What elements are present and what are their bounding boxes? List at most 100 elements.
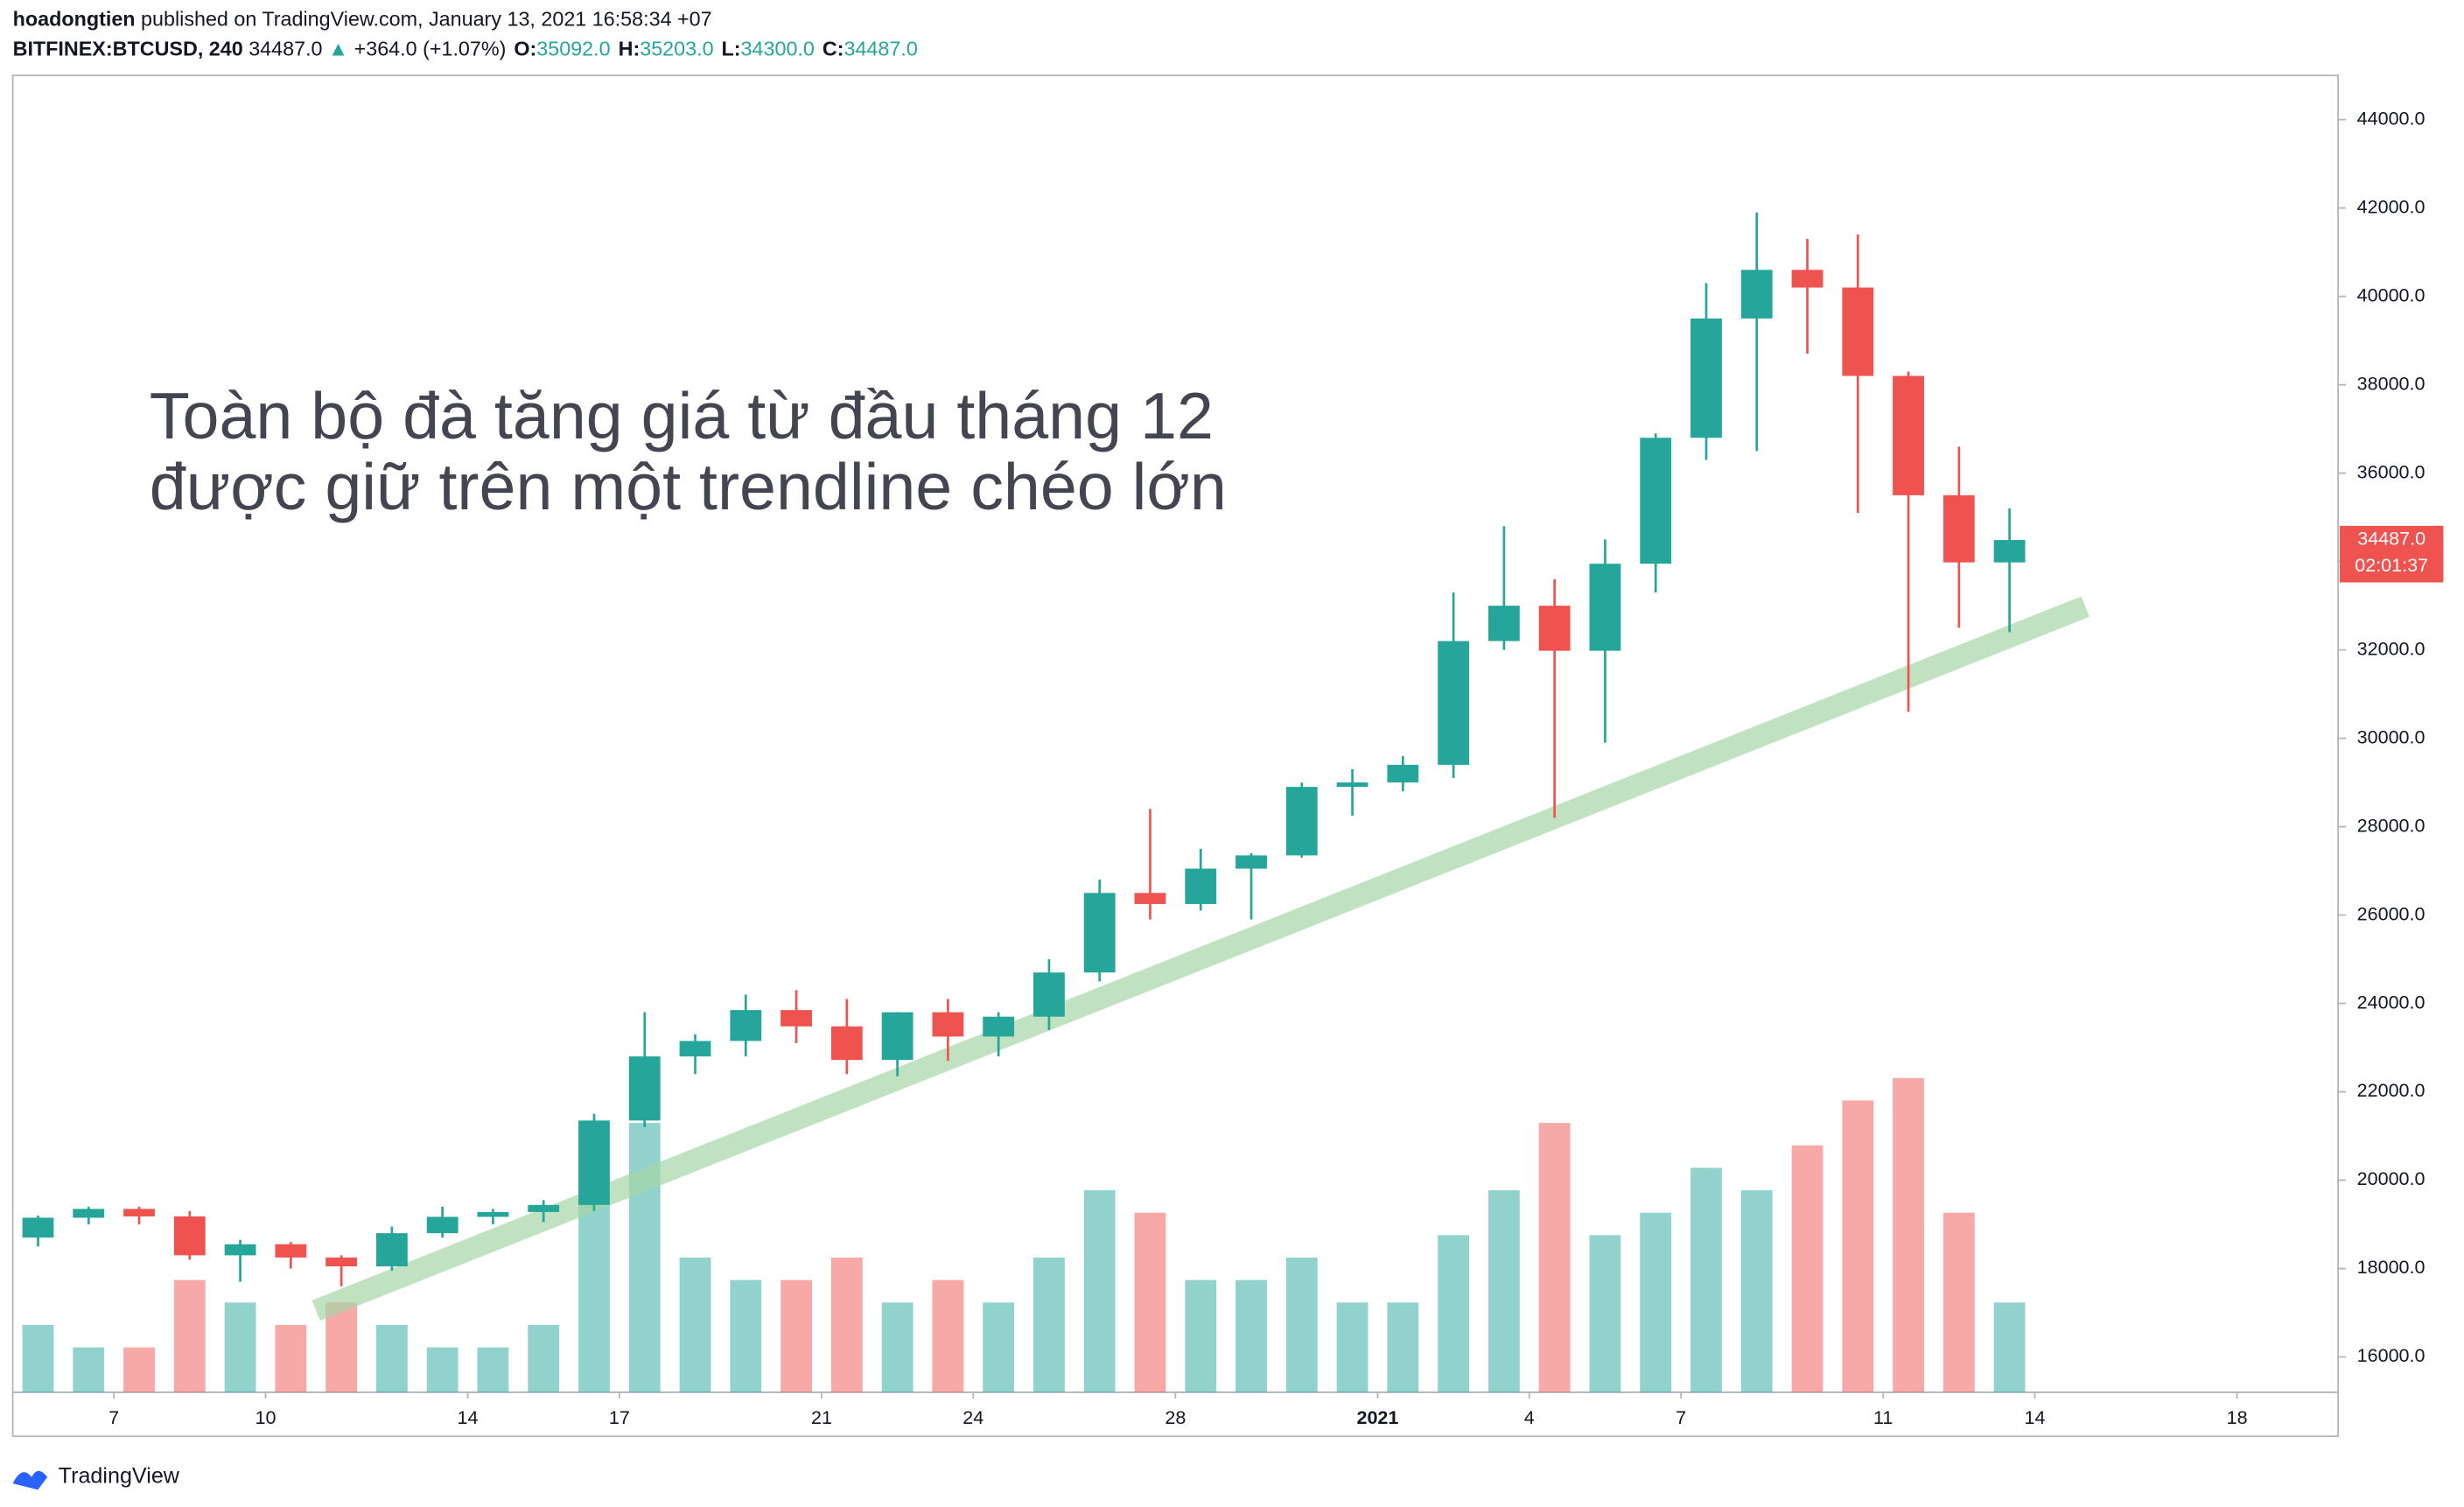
- last: 34487.0: [248, 38, 322, 60]
- volume-bar: [1488, 1190, 1520, 1392]
- volume-bar: [173, 1279, 206, 1392]
- volume-bar: [730, 1279, 762, 1392]
- candle-body: [173, 1216, 206, 1256]
- y-tick-label: 42000.0: [2357, 196, 2426, 217]
- candle-body: [22, 1217, 54, 1238]
- candle-body: [1236, 855, 1267, 869]
- volume-bar: [1993, 1302, 2026, 1392]
- footer: TradingView: [12, 1464, 180, 1490]
- candle-body: [780, 1010, 812, 1027]
- volume-bar: [578, 1190, 610, 1392]
- volume-bar: [375, 1324, 408, 1392]
- ohlc-value: 34300.0: [741, 38, 815, 60]
- candle-body: [1488, 606, 1520, 641]
- volume-bar: [881, 1302, 914, 1392]
- x-tick-label: 7: [108, 1407, 119, 1428]
- candle-body: [679, 1041, 711, 1057]
- x-tick-label: 2021: [1356, 1407, 1398, 1428]
- volume-bar: [830, 1258, 863, 1392]
- candle-body: [326, 1257, 358, 1267]
- ohlc-key: C:: [822, 38, 844, 60]
- trendline: [312, 596, 2090, 1321]
- x-tick-label: 21: [811, 1407, 832, 1428]
- volume-bar: [123, 1347, 155, 1392]
- volume-bar: [1185, 1279, 1217, 1392]
- candle-body: [275, 1244, 307, 1258]
- volume-bar: [275, 1324, 307, 1392]
- candle-body: [830, 1026, 863, 1061]
- x-tick-label: 7: [1676, 1407, 1686, 1428]
- logo: [12, 1470, 48, 1490]
- plot: 16000.0 18000.0 20000.0 22000.0 24000.0 26000…: [22, 108, 2444, 1428]
- y-tick-label: 18000.0: [2357, 1257, 2426, 1278]
- volume-bar: [679, 1258, 711, 1392]
- volume-bar: [983, 1302, 1015, 1392]
- volume-bar: [628, 1123, 661, 1392]
- candle-body: [477, 1211, 509, 1217]
- candle-body: [1185, 868, 1217, 904]
- symbol-line: BITFINEX:BTCUSD, 240 34487.0 ▲ +364.0 (+…: [13, 38, 918, 60]
- arrow: ▲: [328, 38, 348, 60]
- candle-body: [578, 1120, 610, 1205]
- candle-body: [375, 1233, 408, 1267]
- volume-bar: [426, 1347, 458, 1392]
- volume-bar: [1893, 1077, 1924, 1392]
- volume-bar: [22, 1324, 54, 1392]
- ohlc-key: O:: [514, 38, 536, 60]
- y-tick-label: 36000.0: [2357, 461, 2426, 482]
- y-tick-label: 22000.0: [2357, 1080, 2426, 1101]
- author: hoadongtien: [13, 8, 136, 31]
- candle-body: [628, 1056, 661, 1121]
- change: +364.0 (+1.07%): [354, 38, 507, 60]
- y-tick-label: 28000.0: [2357, 815, 2426, 836]
- volume-bar: [1387, 1302, 1419, 1392]
- candle-body: [1893, 375, 1924, 495]
- y-tick-label: 30000.0: [2357, 726, 2426, 747]
- volume-bar: [1690, 1167, 1722, 1392]
- volume-bar: [477, 1347, 509, 1392]
- y-tick-label: 16000.0: [2357, 1345, 2426, 1366]
- header-line: hoadongtien published on TradingView.com…: [13, 8, 712, 31]
- candle-body: [881, 1012, 914, 1061]
- candle-body: [1640, 438, 1672, 564]
- candle-body: [123, 1209, 155, 1216]
- plot-frame: [11, 74, 2340, 1438]
- x-tick-label: 24: [962, 1407, 984, 1428]
- y-tick-label: 32000.0: [2357, 638, 2426, 659]
- price-tag: 34487.0: [2357, 529, 2426, 550]
- volume-bar: [932, 1279, 964, 1392]
- x-tick-label: 17: [609, 1407, 630, 1428]
- candle-body: [528, 1204, 560, 1212]
- candle-body: [1690, 318, 1722, 438]
- y-tick-label: 40000.0: [2357, 284, 2426, 305]
- annotation: được giữ trên một trendline chéo lớn: [150, 450, 1227, 523]
- x-tick-label: 18: [2227, 1407, 2248, 1428]
- volume-bar: [528, 1324, 560, 1392]
- y-tick-label: 38000.0: [2357, 373, 2426, 394]
- candle-body: [1285, 787, 1318, 856]
- annotation: Toàn bộ đà tăng giá từ đầu tháng 12: [150, 379, 1214, 452]
- ohlc-key: L:: [722, 38, 741, 60]
- ohlc-value: 35203.0: [640, 38, 713, 60]
- candle-body: [1387, 764, 1419, 783]
- candle-body: [73, 1209, 105, 1218]
- y-tick-label: 26000.0: [2357, 903, 2426, 924]
- volume-bar: [1640, 1212, 1672, 1392]
- volume-bar: [1236, 1279, 1267, 1392]
- candle-body: [1993, 540, 2026, 563]
- volume-bar: [1842, 1100, 1874, 1392]
- ohlc-key: H:: [619, 38, 640, 60]
- volume-bar: [1083, 1190, 1116, 1392]
- volume-bar: [780, 1279, 812, 1392]
- y-tick-label: 44000.0: [2357, 108, 2426, 129]
- y-tick-label: 24000.0: [2357, 992, 2426, 1013]
- volume-bar: [1438, 1235, 1470, 1392]
- volume-bar: [224, 1302, 256, 1392]
- ohlc-value: 35092.0: [536, 38, 610, 60]
- volume-bar: [1285, 1258, 1318, 1392]
- volume-bar: [1134, 1212, 1166, 1392]
